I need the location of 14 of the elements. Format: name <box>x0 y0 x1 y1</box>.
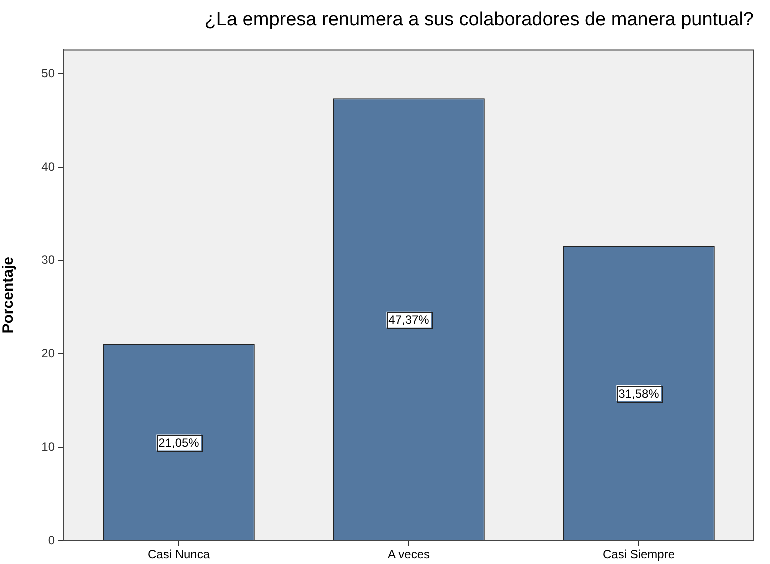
y-tick-label: 30 <box>42 253 56 268</box>
y-tick-label: 0 <box>48 533 56 548</box>
x-tick-label: Casi Nunca <box>148 548 210 562</box>
data-label: 21,05% <box>158 436 200 450</box>
y-tick-label: 20 <box>42 346 56 361</box>
data-label: 47,37% <box>388 313 430 328</box>
y-tick-label: 50 <box>42 66 56 80</box>
y-axis-title: Porcentaje <box>0 257 18 334</box>
x-tick-label: Casi Siempre <box>602 548 676 562</box>
chart-title: ¿La empresa renumera a sus colaboradores de manera puntual? <box>204 10 754 31</box>
y-tick-label: 10 <box>42 440 56 454</box>
data-label: 31,58% <box>618 386 660 401</box>
x-tick-label: A veces <box>388 548 430 562</box>
y-tick-label: 40 <box>42 160 56 174</box>
